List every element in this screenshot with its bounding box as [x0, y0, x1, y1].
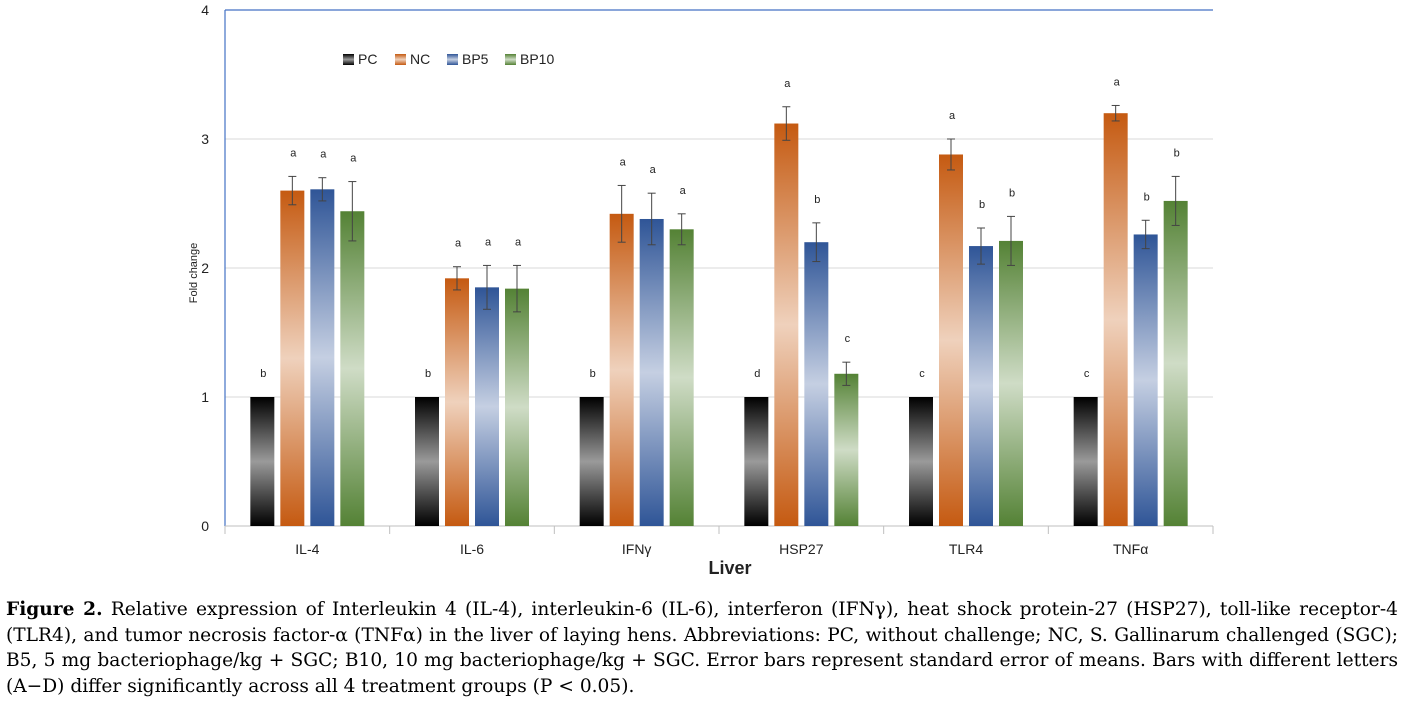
y-tick-label: 1: [201, 389, 209, 405]
significance-letter: b: [979, 199, 985, 211]
x-tick-label: IFNγ: [622, 541, 652, 557]
y-tick-label: 4: [201, 2, 209, 18]
caption-lead: Figure 2.: [6, 599, 103, 620]
legend: PC NC BP5 BP10: [343, 51, 554, 67]
legend-label: PC: [358, 51, 377, 67]
labels: b a a a IL-4 b a a a IL-6 b a a a IFNγ d a b c HSP27 c a b b TLR…: [260, 76, 1179, 578]
significance-letter: a: [320, 149, 327, 161]
x-tick-label: IL-4: [295, 541, 319, 557]
significance-letter: a: [784, 78, 791, 90]
legend-swatch-BP10: [505, 54, 516, 65]
bar-NC-IL-6: [445, 278, 469, 526]
bar-NC-IL-4: [280, 190, 305, 526]
significance-letter: b: [260, 368, 266, 380]
bar-chart: 0 1 2 3 4 Fold change b a a a IL-4 b a a a IL-6 b a a a IFN…: [188, 2, 1214, 578]
bar-NC-HSP27: [774, 123, 799, 527]
bar-PC-IL-4: [250, 397, 275, 526]
bar-BP10-IFNγ: [669, 229, 694, 527]
bar-BP5-TNFα: [1133, 234, 1158, 526]
y-tick-label: 2: [201, 260, 209, 276]
bar-NC-IFNγ: [609, 213, 634, 526]
significance-letter: a: [650, 164, 657, 176]
significance-letter: b: [1174, 147, 1180, 159]
legend-label: NC: [410, 51, 430, 67]
bar-BP5-TLR4: [969, 246, 993, 526]
bar-BP10-HSP27: [834, 373, 859, 526]
bar-BP10-IL-6: [505, 288, 529, 526]
significance-letter: b: [590, 368, 596, 380]
gridlines: [225, 9, 1213, 398]
bar-BP5-IL-6: [475, 287, 499, 526]
caption-text: Relative expression of Interleukin 4 (IL…: [6, 599, 1398, 697]
axes: 0 1 2 3 4 Fold change: [188, 2, 1214, 534]
legend-label: BP5: [462, 51, 489, 67]
bar-BP10-TLR4: [999, 240, 1023, 526]
legend-label: BP10: [520, 51, 554, 67]
significance-letter: a: [485, 236, 492, 248]
bar-BP5-HSP27: [804, 242, 829, 526]
significance-letter: a: [1114, 76, 1121, 88]
bar-PC-TLR4: [909, 397, 933, 526]
x-tick-label: IL-6: [460, 541, 484, 557]
significance-letter: b: [814, 194, 820, 206]
figure-caption: Figure 2. Relative expression of Interle…: [6, 597, 1398, 699]
y-tick-label: 3: [201, 131, 209, 147]
bar-BP5-IFNγ: [639, 218, 664, 527]
bar-NC-TLR4: [939, 154, 963, 527]
significance-letter: a: [455, 238, 462, 250]
significance-letter: c: [919, 368, 925, 380]
x-tick-label: TLR4: [949, 541, 983, 557]
significance-letter: a: [949, 110, 956, 122]
bar-BP10-TNFα: [1163, 200, 1188, 527]
bar-PC-TNFα: [1073, 397, 1098, 526]
bar-PC-IL-6: [415, 397, 439, 526]
significance-letter: a: [515, 236, 522, 248]
significance-letter: c: [845, 333, 851, 345]
significance-letter: c: [1084, 368, 1090, 380]
legend-swatch-NC: [395, 54, 406, 65]
bar-BP10-IL-4: [340, 211, 365, 527]
bar-BP5-IL-4: [310, 189, 335, 526]
significance-letter: a: [620, 156, 627, 168]
legend-swatch-PC: [343, 54, 354, 65]
significance-letter: b: [425, 368, 431, 380]
legend-swatch-BP5: [447, 54, 458, 65]
significance-letter: a: [680, 185, 687, 197]
bar-NC-TNFα: [1103, 113, 1128, 526]
significance-letter: b: [1144, 191, 1150, 203]
bar-PC-HSP27: [744, 397, 769, 526]
significance-letter: a: [350, 153, 357, 165]
x-tick-label: TNFα: [1113, 541, 1148, 557]
x-axis-title: Liver: [708, 558, 751, 578]
bars: [250, 104, 1188, 527]
significance-letter: a: [290, 147, 297, 159]
significance-letter: b: [1009, 187, 1015, 199]
x-tick-label: HSP27: [779, 541, 824, 557]
y-axis-title: Fold change: [188, 243, 200, 304]
y-tick-label: 0: [201, 518, 209, 534]
bar-PC-IFNγ: [579, 397, 604, 526]
significance-letter: d: [754, 368, 760, 380]
